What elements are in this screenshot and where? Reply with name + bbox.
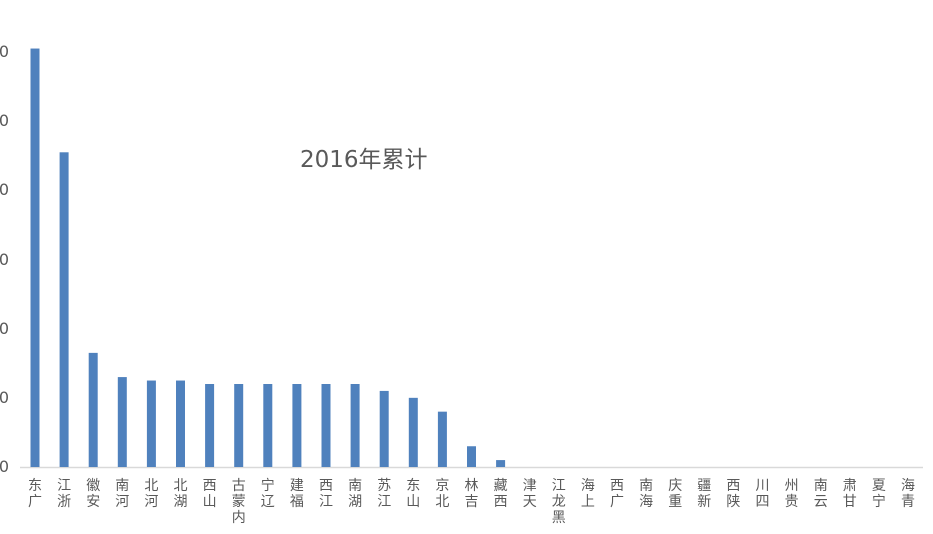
chart-title: 2016年累计 <box>300 147 428 173</box>
x-tick-label: 陕西 <box>726 478 741 510</box>
x-tick-label: 北京 <box>435 478 450 510</box>
x-tick-label: 西藏 <box>493 478 508 510</box>
bar-辽宁 <box>263 384 273 467</box>
y-tick-label: 60 <box>0 249 9 269</box>
x-tick-label: 海南 <box>639 478 654 510</box>
x-tick-label: 河北 <box>144 478 159 510</box>
x-tick-label: 安徽 <box>86 478 101 510</box>
x-tick-label: 福建 <box>289 478 304 510</box>
bar-河南 <box>117 377 127 467</box>
x-tick-label: 重庆 <box>668 478 683 510</box>
bar-湖南 <box>350 384 360 467</box>
bar-山东 <box>408 397 418 467</box>
x-tick-label: 吉林 <box>464 478 479 510</box>
bar-浙江 <box>59 152 69 467</box>
x-tick-label: 湖北 <box>173 478 188 510</box>
x-tick-label: 山西 <box>202 478 217 510</box>
bar-内蒙古 <box>234 384 244 467</box>
x-tick-label: 上海 <box>580 478 595 510</box>
bar-安徽 <box>88 352 98 467</box>
bar-江苏 <box>379 390 389 467</box>
x-tick-label: 广西 <box>610 478 624 510</box>
x-tick-label: 江苏 <box>377 478 392 510</box>
x-tick-label: 甘肃 <box>842 478 857 510</box>
y-tick-label: 100 <box>0 111 9 131</box>
y-tick-label: 0 <box>0 457 9 476</box>
x-tick-label: 河南 <box>115 478 130 510</box>
x-tick-label: 新疆 <box>697 478 712 510</box>
y-tick-label: 40 <box>0 318 9 338</box>
x-tick-label: 辽宁 <box>260 478 275 510</box>
x-tick-label: 四川 <box>755 478 770 510</box>
x-tick-label: 江西 <box>319 478 333 510</box>
bar-吉林 <box>467 446 476 467</box>
bar-西藏 <box>496 460 506 467</box>
x-tick-label: 山东 <box>406 478 421 510</box>
bar-山西 <box>205 384 215 467</box>
bar-湖北 <box>176 380 185 467</box>
bar-福建 <box>292 384 302 467</box>
x-tick-label: 宁夏 <box>871 478 886 510</box>
y-tick-label: 80 <box>0 180 9 200</box>
bar-江西 <box>321 384 331 467</box>
x-tick-label: 云南 <box>813 478 828 510</box>
x-tick-label: 内蒙古 <box>231 478 246 526</box>
y-tick-label: 20 <box>0 387 9 407</box>
bar-河北 <box>146 380 156 467</box>
x-tick-label: 广东 <box>28 478 42 510</box>
x-tick-label: 黑龙江 <box>551 478 566 526</box>
bar-广东 <box>30 48 40 468</box>
x-tick-label: 浙江 <box>57 478 72 510</box>
x-tick-label: 湖南 <box>348 478 363 510</box>
x-tick-label: 青海 <box>901 478 915 510</box>
bar-北京 <box>437 411 447 467</box>
x-tick-label: 贵州 <box>784 478 799 510</box>
y-tick-label: 120 <box>0 42 9 61</box>
x-tick-label: 天津 <box>522 478 537 510</box>
